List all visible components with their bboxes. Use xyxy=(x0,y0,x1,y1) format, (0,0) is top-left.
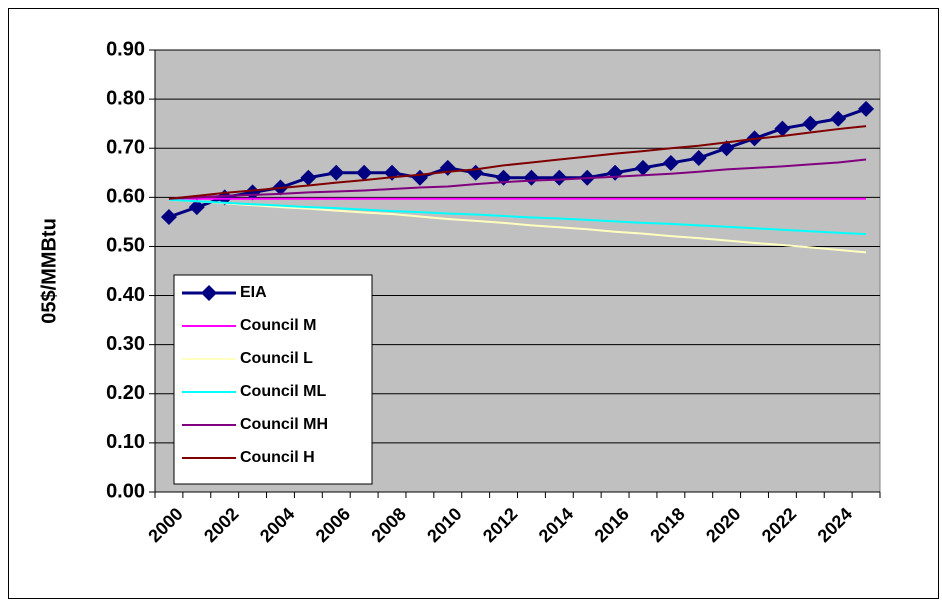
y-tick-label: 0.50 xyxy=(106,235,145,257)
y-tick-label: 0.70 xyxy=(106,137,145,159)
y-tick-label: 0.20 xyxy=(106,382,145,404)
legend-box xyxy=(173,274,373,485)
data-marker xyxy=(300,169,317,186)
y-tick-label: 0.80 xyxy=(106,87,145,109)
data-marker xyxy=(718,140,735,157)
y-tick-label: 0.10 xyxy=(106,431,145,453)
data-marker xyxy=(690,150,707,167)
y-axis-label: 05$/MMBtu xyxy=(38,218,60,324)
legend-label: Council ML xyxy=(240,383,326,400)
data-marker xyxy=(774,120,791,137)
data-marker xyxy=(662,154,679,171)
y-tick-label: 0.90 xyxy=(106,38,145,60)
data-marker xyxy=(188,199,205,216)
data-marker xyxy=(858,100,875,117)
series-line xyxy=(168,125,867,200)
legend-label: Council MH xyxy=(240,416,328,433)
legend-marker xyxy=(201,285,217,301)
y-tick-label: 0.40 xyxy=(106,284,145,306)
legend-label: EIA xyxy=(240,284,267,301)
data-marker xyxy=(634,159,651,176)
series-line xyxy=(168,198,867,236)
series-line xyxy=(168,158,867,200)
data-marker xyxy=(244,184,261,201)
legend-label: Council M xyxy=(240,317,316,334)
legend-label: Council L xyxy=(240,350,313,367)
y-tick-label: 0.60 xyxy=(106,186,145,208)
data-marker xyxy=(551,169,568,186)
data-marker xyxy=(802,115,819,132)
data-marker xyxy=(160,208,177,225)
legend-label: Council H xyxy=(240,449,315,466)
y-tick-label: 0.00 xyxy=(106,480,145,502)
y-tick-label: 0.30 xyxy=(106,333,145,355)
data-marker xyxy=(356,164,373,181)
data-marker xyxy=(328,164,345,181)
series-line xyxy=(168,198,867,254)
data-marker xyxy=(830,110,847,127)
